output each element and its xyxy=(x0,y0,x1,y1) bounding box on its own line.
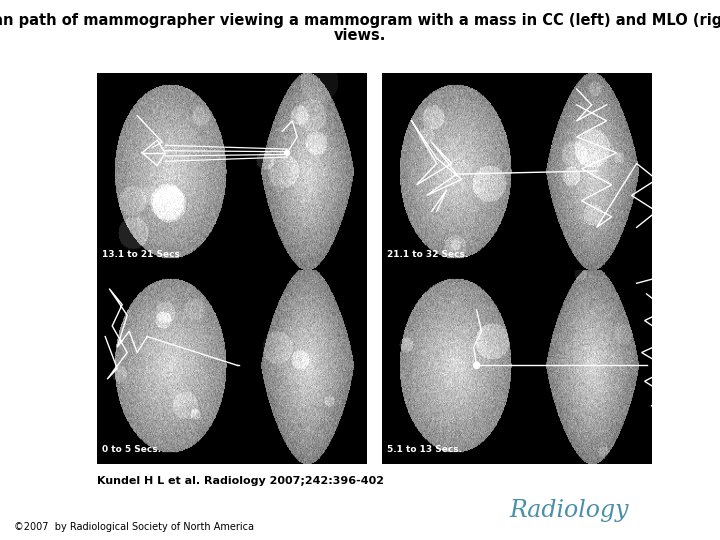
Text: 21.1 to 32 Secs.: 21.1 to 32 Secs. xyxy=(387,251,468,259)
Text: 13.1 to 21 Secs: 13.1 to 21 Secs xyxy=(102,251,180,259)
Text: views.: views. xyxy=(334,28,386,43)
Text: Radiology: Radiology xyxy=(509,500,629,523)
Text: Kundel H L et al. Radiology 2007;242:396-402: Kundel H L et al. Radiology 2007;242:396… xyxy=(97,476,384,487)
Text: Scan path of mammographer viewing a mammogram with a mass in CC (left) and MLO (: Scan path of mammographer viewing a mamm… xyxy=(0,14,720,29)
Circle shape xyxy=(284,150,289,156)
Text: 0 to 5 Secs.: 0 to 5 Secs. xyxy=(102,445,161,454)
Circle shape xyxy=(474,362,480,368)
Text: ©2007  by Radiological Society of North America: ©2007 by Radiological Society of North A… xyxy=(14,522,254,532)
Text: 5.1 to 13 Secs.: 5.1 to 13 Secs. xyxy=(387,445,462,454)
